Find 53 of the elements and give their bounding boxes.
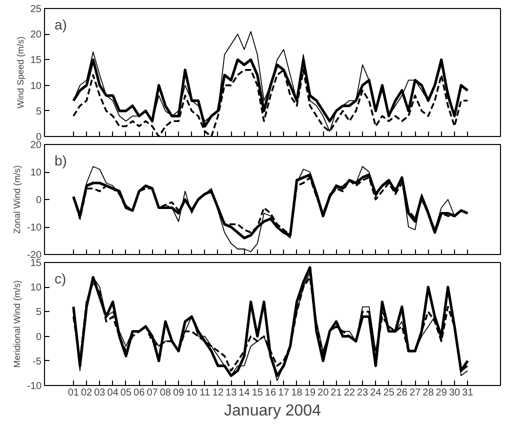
y-tick-label: 0: [36, 195, 42, 206]
x-tick-label: 22: [344, 388, 356, 398]
x-tick-label: 03: [94, 388, 106, 398]
x-tick-label: 16: [264, 388, 277, 398]
annotation: c): [54, 270, 66, 286]
x-tick-label: 13: [226, 388, 238, 398]
x-tick-label: 23: [356, 388, 369, 398]
x-tick-label: 07: [146, 388, 158, 398]
y-tick-label: -10: [27, 222, 42, 234]
x-tick-label: 08: [160, 388, 172, 398]
x-tick-label: 18: [291, 388, 303, 398]
x-tick-label: 02: [80, 388, 93, 398]
x-tick-label: 04: [107, 388, 119, 398]
x-tick-label: 27: [410, 388, 422, 398]
x-tick-label: 26: [396, 388, 408, 398]
x-tick-label: 15: [252, 388, 264, 398]
y-axis-title: Wind Speed (m/s): [15, 36, 26, 109]
y-tick-label: 10: [30, 80, 42, 92]
y-tick-label: -5: [32, 356, 42, 368]
x-tick-label: 09: [172, 388, 185, 398]
x-tick-label: 31: [462, 388, 474, 398]
y-tick-label: 25: [30, 4, 42, 15]
annotation: a): [54, 16, 67, 32]
x-tick-label: 24: [370, 388, 382, 398]
x-tick-label: 25: [383, 388, 395, 398]
x-tick-label: 30: [448, 388, 461, 398]
y-tick-label: 15: [30, 258, 42, 269]
y-tick-label: 20: [30, 140, 42, 151]
y-tick-label: -10: [27, 381, 42, 392]
y-tick-label: 20: [30, 30, 42, 41]
annotation: b): [54, 152, 67, 168]
y-tick-label: 0: [36, 332, 42, 343]
x-tick-label: 05: [120, 388, 132, 398]
y-tick-label: 5: [36, 106, 42, 118]
x-tick-label: 19: [304, 388, 316, 398]
x-tick-label: 17: [278, 388, 290, 398]
y-tick-label: 5: [36, 307, 42, 318]
x-tick-label: 10: [186, 388, 198, 398]
x-tick-label: 20: [318, 388, 330, 398]
x-tick-label: 12: [212, 388, 224, 398]
x-tick-label: 29: [436, 388, 448, 398]
x-tick-label: 01: [68, 388, 80, 398]
y-axis-title: Meridional Wind (m/s): [12, 280, 22, 368]
x-tick-label: 11: [200, 388, 210, 398]
x-tick-label: 21: [330, 388, 342, 398]
y-axis-title: Zonal Wind (m/s): [12, 165, 22, 234]
x-tick-label: 28: [422, 388, 434, 398]
x-tick-label: 06: [134, 388, 146, 398]
y-tick-label: 15: [30, 55, 42, 66]
x-tick-label: 14: [238, 388, 250, 398]
y-tick-label: 10: [30, 282, 42, 294]
y-tick-label: 10: [30, 168, 42, 178]
x-axis-title: January 2004: [224, 402, 322, 420]
